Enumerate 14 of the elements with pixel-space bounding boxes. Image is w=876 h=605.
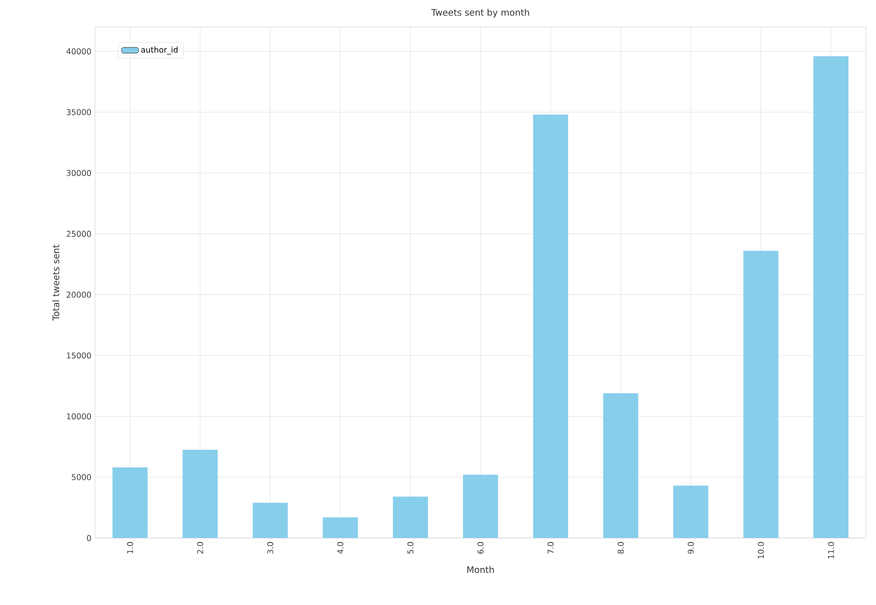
bar xyxy=(462,474,498,538)
y-axis-title: Total tweets sent xyxy=(52,244,60,321)
x-axis-title: Month xyxy=(467,566,494,574)
chart-title: Tweets sent by month xyxy=(431,8,530,18)
bar xyxy=(673,486,708,538)
bar xyxy=(743,250,778,538)
bar xyxy=(603,393,638,538)
bar xyxy=(182,450,218,538)
bar xyxy=(252,502,288,538)
bar xyxy=(392,496,428,538)
bar xyxy=(112,467,148,538)
bar xyxy=(533,114,568,538)
bar xyxy=(813,56,848,538)
bar xyxy=(322,517,358,538)
